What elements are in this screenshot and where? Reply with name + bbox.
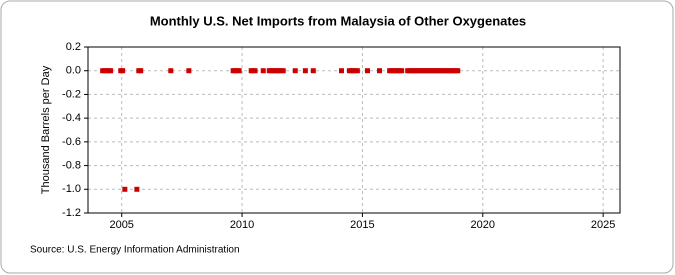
point	[302, 68, 308, 74]
x-tick-label: 2020	[471, 219, 495, 231]
point	[354, 68, 360, 74]
point	[108, 68, 114, 74]
y-tick-label: 0.0	[66, 65, 81, 77]
point	[168, 68, 174, 74]
point	[310, 68, 316, 74]
point	[134, 186, 140, 192]
point	[455, 68, 461, 74]
x-tick-label: 2025	[591, 219, 615, 231]
plot-area	[87, 46, 621, 214]
x-tick-label: 2005	[109, 219, 133, 231]
y-tick-label: -0.4	[62, 112, 81, 124]
point	[280, 68, 286, 74]
source-note: Source: U.S. Energy Information Administ…	[30, 245, 240, 256]
point	[377, 68, 383, 74]
point	[338, 68, 344, 74]
y-tick-label: 0.2	[66, 41, 81, 53]
x-tick-label: 2015	[350, 219, 374, 231]
point	[236, 68, 242, 74]
point	[399, 68, 405, 74]
point	[186, 68, 192, 74]
y-tick-label: -1.2	[62, 207, 81, 219]
point	[122, 186, 128, 192]
y-axis-label: Thousand Barrels per Day	[40, 65, 52, 194]
y-tick-label: -0.2	[62, 88, 81, 100]
point	[120, 68, 126, 74]
y-tick-label: -0.8	[62, 159, 81, 171]
y-tick-label: -1.0	[62, 183, 81, 195]
chart-title: Monthly U.S. Net Imports from Malaysia o…	[150, 13, 526, 28]
point	[364, 68, 370, 74]
point	[138, 68, 144, 74]
x-tick-label: 2010	[230, 219, 254, 231]
point	[260, 68, 266, 74]
y-tick-label: -0.6	[62, 136, 81, 148]
point	[292, 68, 298, 74]
point	[252, 68, 258, 74]
